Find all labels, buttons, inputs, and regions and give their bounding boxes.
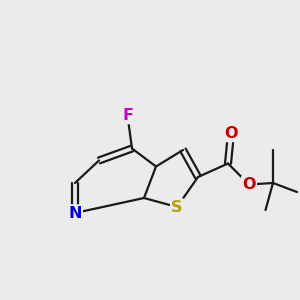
Text: O: O (242, 177, 256, 192)
Text: F: F (122, 108, 133, 123)
Text: O: O (224, 126, 238, 141)
Text: S: S (171, 200, 183, 214)
Text: N: N (68, 206, 82, 220)
